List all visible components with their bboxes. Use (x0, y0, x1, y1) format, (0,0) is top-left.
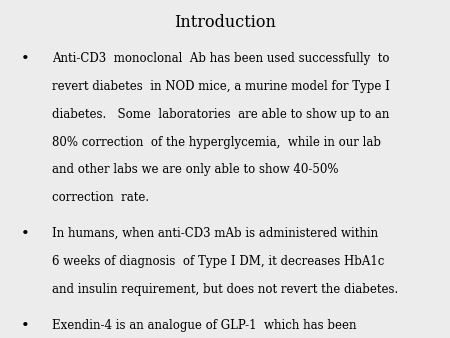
Text: 6 weeks of diagnosis  of Type I DM, it decreases HbA1c: 6 weeks of diagnosis of Type I DM, it de… (52, 255, 384, 268)
Text: and other labs we are only able to show 40-50%: and other labs we are only able to show … (52, 163, 338, 176)
Text: •: • (20, 52, 29, 66)
Text: diabetes.   Some  laboratories  are able to show up to an: diabetes. Some laboratories are able to … (52, 108, 389, 121)
Text: Exendin-4 is an analogue of GLP-1  which has been: Exendin-4 is an analogue of GLP-1 which … (52, 319, 356, 332)
Text: and insulin requirement, but does not revert the diabetes.: and insulin requirement, but does not re… (52, 283, 398, 295)
Text: Anti-CD3  monoclonal  Ab has been used successfully  to: Anti-CD3 monoclonal Ab has been used suc… (52, 52, 389, 65)
Text: revert diabetes  in NOD mice, a murine model for Type I: revert diabetes in NOD mice, a murine mo… (52, 80, 390, 93)
Text: •: • (20, 227, 29, 241)
Text: 80% correction  of the hyperglycemia,  while in our lab: 80% correction of the hyperglycemia, whi… (52, 136, 381, 148)
Text: Introduction: Introduction (174, 14, 276, 30)
Text: •: • (20, 319, 29, 333)
Text: In humans, when anti-CD3 mAb is administered within: In humans, when anti-CD3 mAb is administ… (52, 227, 378, 240)
Text: correction  rate.: correction rate. (52, 191, 149, 204)
